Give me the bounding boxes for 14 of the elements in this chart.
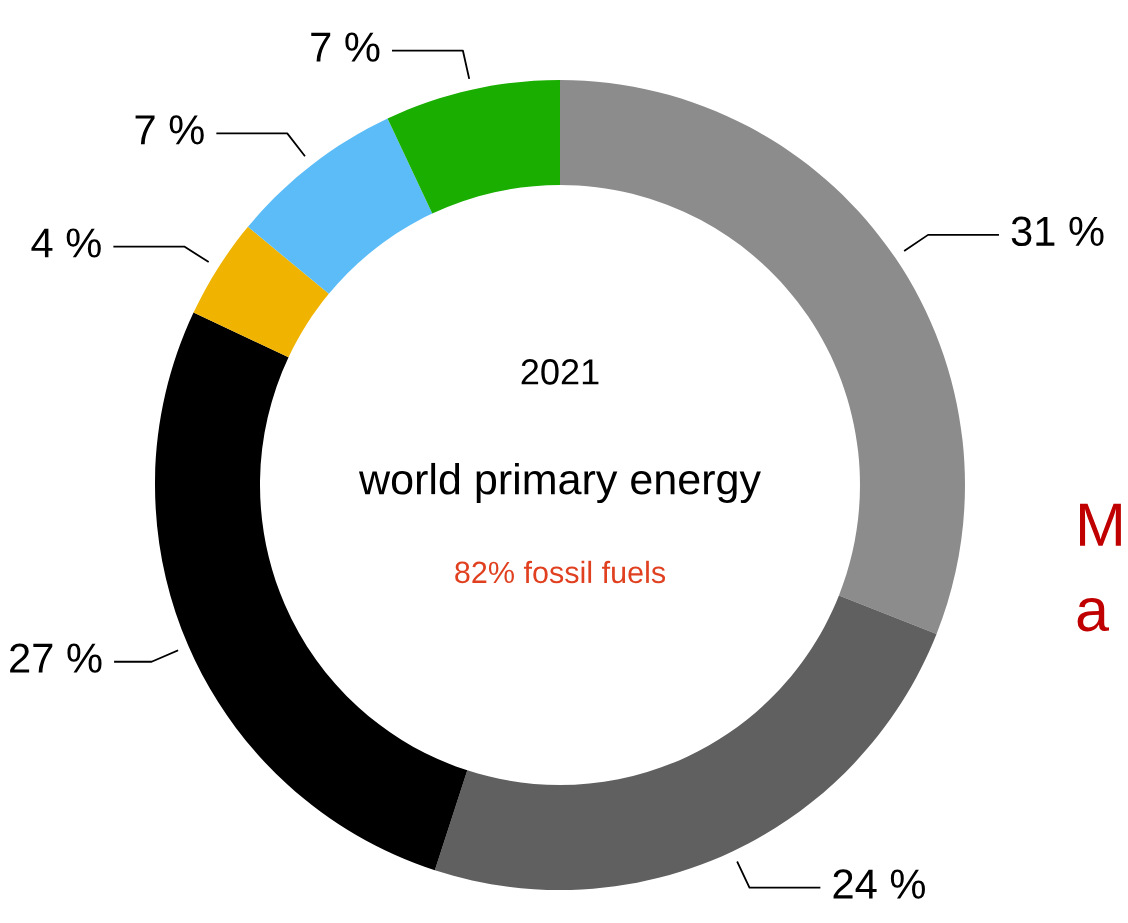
text: a [1077, 597, 1109, 632]
text: world primary energy [358, 462, 761, 504]
donut-slice [387, 80, 560, 214]
text: M [1080, 503, 1121, 546]
text: 82% fossil fuels [455, 560, 666, 584]
donut-slice [247, 118, 433, 294]
data-label: 7 % [311, 32, 380, 62]
data-label: 31 % [1011, 216, 1104, 247]
donut-slice [193, 226, 329, 358]
data-label: 27 % [10, 643, 102, 673]
data-label: 4 % [31, 228, 101, 258]
data-label: 7 % [135, 115, 204, 145]
data-label: 24 % [833, 869, 925, 899]
text: 2021 [521, 359, 599, 385]
